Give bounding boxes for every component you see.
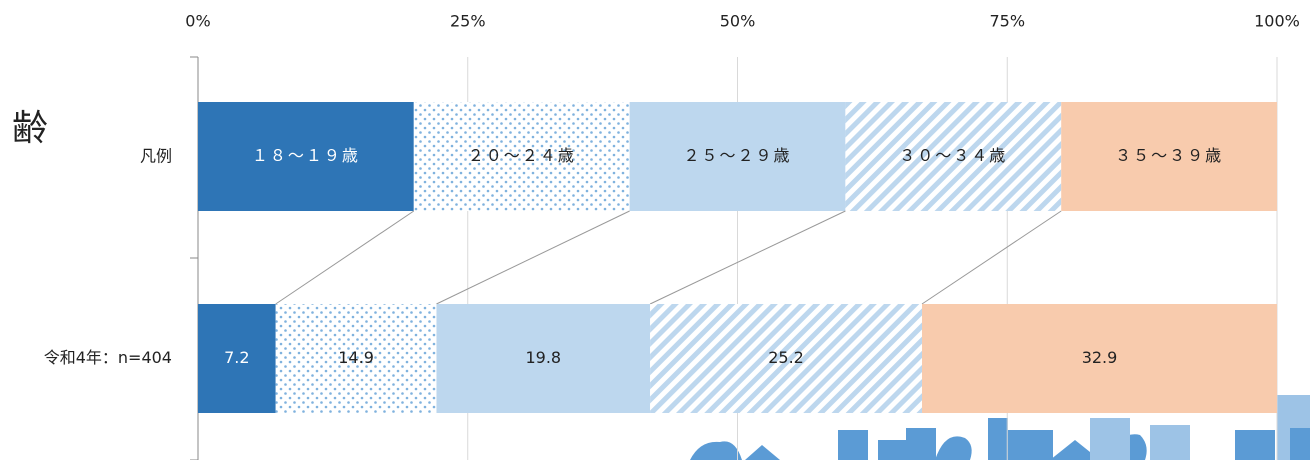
legend-swatch <box>413 102 630 211</box>
legend-label: ２０～２４歳 <box>468 146 576 165</box>
bar <box>436 304 651 413</box>
x-tick-label: 100% <box>1254 12 1300 31</box>
value-label: 19.8 <box>525 348 561 367</box>
x-tick-label: 0% <box>185 12 210 31</box>
legend-label: ２５～２９歳 <box>683 146 791 165</box>
y-tick-label: 令和4年：n=404 <box>44 348 172 367</box>
legend-label: ３５～３９歳 <box>1115 146 1223 165</box>
x-tick-label: 50% <box>720 12 756 31</box>
bar <box>275 304 437 413</box>
skyline <box>690 395 1310 460</box>
legend-label: ３０～３４歳 <box>899 146 1007 165</box>
bar <box>650 304 923 413</box>
connector <box>649 210 846 305</box>
value-label: 25.2 <box>768 348 804 367</box>
legend-swatch <box>198 102 414 211</box>
connector <box>275 210 415 305</box>
value-label: 32.9 <box>1082 348 1118 367</box>
legend-row-label: 凡例 <box>140 147 172 166</box>
connector <box>921 210 1062 305</box>
legend-swatch <box>845 102 1062 211</box>
value-label: 7.2 <box>224 348 249 367</box>
x-tick-label: 25% <box>450 12 486 31</box>
chart-title: 齢 <box>12 108 48 149</box>
connector <box>436 210 630 305</box>
legend-swatch <box>1061 102 1277 211</box>
legend-swatch <box>629 102 846 211</box>
bar <box>922 304 1277 413</box>
bar <box>198 304 276 413</box>
value-label: 14.9 <box>338 348 374 367</box>
x-tick-label: 75% <box>989 12 1025 31</box>
legend-label: １８～１９歳 <box>252 146 360 165</box>
